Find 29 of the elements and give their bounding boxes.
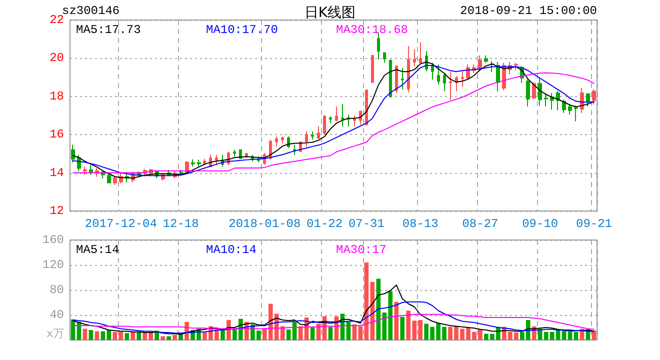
text: MA30:18.68 xyxy=(336,23,408,37)
y-tick-label: 18 xyxy=(50,89,64,104)
text: sz300146 xyxy=(62,4,120,18)
text: MA5:17.73 xyxy=(76,23,141,37)
x-tick-label: 07-31 xyxy=(348,217,384,231)
x-tick-label: 09-21 xyxy=(576,217,612,231)
y-tick-label: 22 xyxy=(50,13,64,27)
x-tick-label: 01-22 xyxy=(306,217,343,231)
text: MA10:14 xyxy=(206,243,256,257)
x-tick-label: 2017-12-04 xyxy=(84,217,157,231)
x-tick-label: 08-13 xyxy=(402,217,438,231)
y-tick-label: 14 xyxy=(50,166,64,180)
x-tick-label: 2018-01-08 xyxy=(228,217,301,231)
y-tick-label: 20 xyxy=(50,51,64,66)
x-tick-label: 12-18 xyxy=(162,217,199,231)
y-tick-label: 120 xyxy=(42,258,64,272)
text: 2018-09-21 15:00:00 xyxy=(460,4,598,18)
y-axis-title: x万 xyxy=(46,327,64,340)
y-tick-label: 80 xyxy=(50,283,64,297)
text: MA10:17.70 xyxy=(206,23,278,37)
x-tick-label: 08-27 xyxy=(462,217,498,231)
y-tick-label: 12 xyxy=(50,204,64,218)
text: MA30:17 xyxy=(336,243,386,257)
x-tick-label: 09-10 xyxy=(522,217,558,231)
chart-title: 日K线图 xyxy=(304,5,356,21)
y-tick-label: 160 xyxy=(42,233,64,247)
text: MA5:14 xyxy=(76,243,120,257)
y-tick-label: 40 xyxy=(50,308,64,322)
y-tick-label: 16 xyxy=(50,128,64,142)
